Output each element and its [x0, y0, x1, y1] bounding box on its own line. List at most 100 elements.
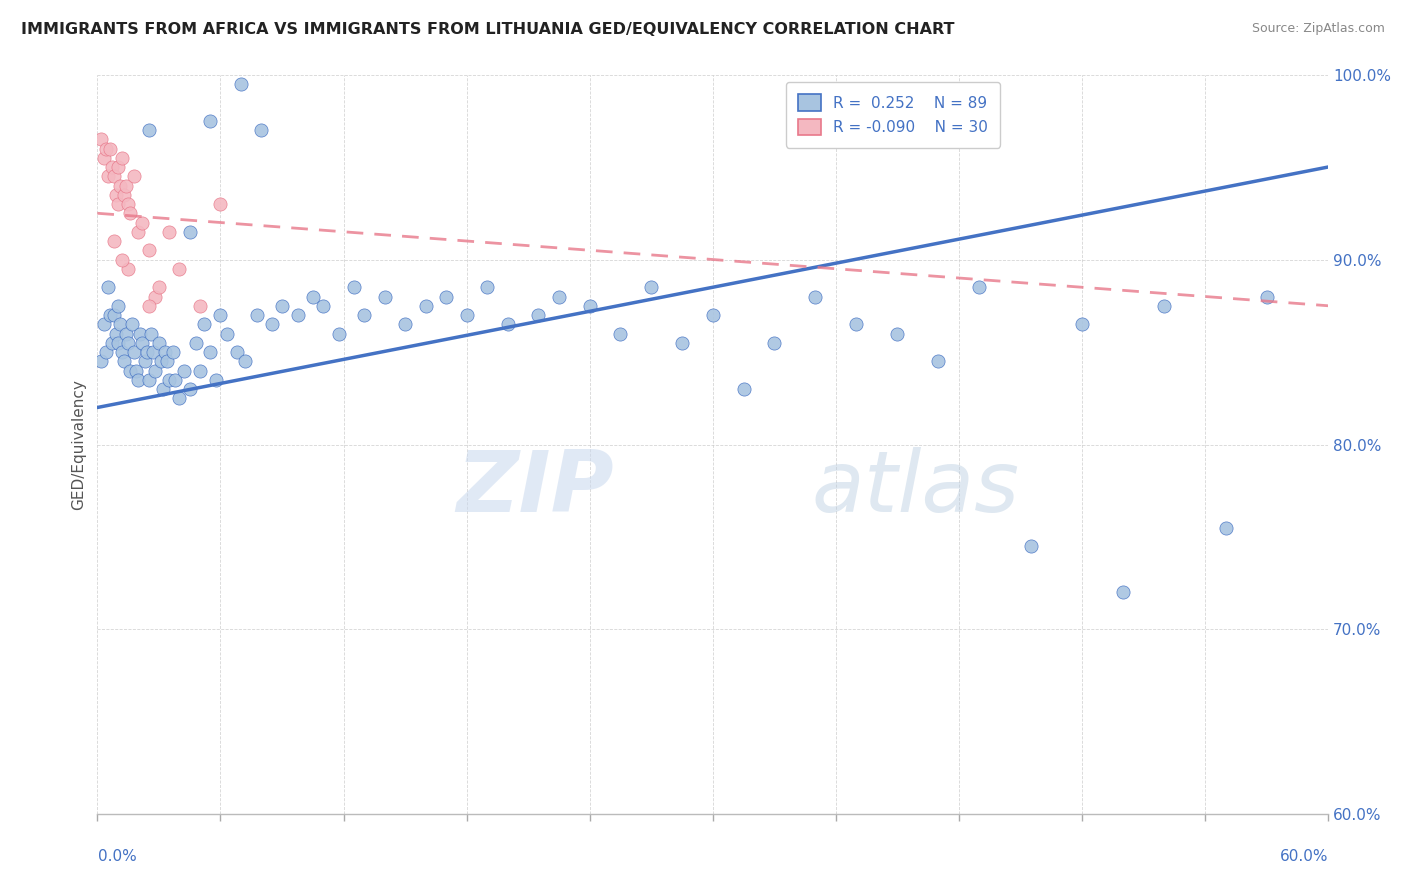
- Point: [120, 363, 142, 377]
- Point: [209, 308, 232, 322]
- Point: [148, 280, 170, 294]
- Text: IMMIGRANTS FROM AFRICA VS IMMIGRANTS FROM LITHUANIA GED/EQUIVALENCY CORRELATION : IMMIGRANTS FROM AFRICA VS IMMIGRANTS FRO…: [21, 22, 955, 37]
- Point: [112, 354, 135, 368]
- Point: [162, 345, 184, 359]
- Point: [229, 77, 252, 91]
- Point: [845, 318, 868, 332]
- Text: ZIP: ZIP: [457, 448, 614, 531]
- Point: [225, 345, 247, 359]
- Point: [121, 318, 143, 332]
- Point: [246, 308, 269, 322]
- Point: [138, 123, 160, 137]
- Point: [98, 141, 121, 155]
- Point: [804, 289, 827, 303]
- Point: [135, 345, 157, 359]
- Point: [640, 280, 662, 294]
- Point: [193, 318, 215, 332]
- Point: [733, 382, 755, 396]
- Point: [609, 326, 631, 341]
- Point: [107, 335, 129, 350]
- Point: [353, 308, 375, 322]
- Point: [394, 318, 416, 332]
- Point: [104, 326, 127, 341]
- Point: [142, 345, 165, 359]
- Point: [969, 280, 991, 294]
- Point: [115, 178, 138, 193]
- Point: [250, 123, 273, 137]
- Point: [157, 373, 180, 387]
- Point: [157, 225, 180, 239]
- Point: [98, 308, 121, 322]
- Point: [111, 345, 134, 359]
- Point: [90, 354, 112, 368]
- Point: [156, 354, 179, 368]
- Point: [125, 363, 148, 377]
- Point: [134, 354, 156, 368]
- Point: [215, 326, 238, 341]
- Point: [179, 225, 201, 239]
- Point: [100, 160, 122, 174]
- Point: [103, 169, 125, 184]
- Point: [107, 299, 129, 313]
- Point: [117, 335, 139, 350]
- Point: [312, 299, 335, 313]
- Point: [496, 318, 519, 332]
- Point: [117, 197, 139, 211]
- Text: atlas: atlas: [811, 448, 1019, 531]
- Point: [1215, 521, 1237, 535]
- Point: [927, 354, 949, 368]
- Point: [198, 345, 221, 359]
- Text: 0.0%: 0.0%: [98, 849, 138, 863]
- Point: [103, 308, 125, 322]
- Point: [148, 335, 170, 350]
- Point: [107, 197, 129, 211]
- Point: [90, 132, 112, 146]
- Point: [129, 326, 152, 341]
- Point: [107, 160, 129, 174]
- Legend: R =  0.252    N = 89, R = -0.090    N = 30: R = 0.252 N = 89, R = -0.090 N = 30: [786, 82, 1001, 147]
- Point: [301, 289, 323, 303]
- Point: [373, 289, 395, 303]
- Point: [115, 326, 138, 341]
- Point: [104, 187, 127, 202]
- Point: [143, 363, 166, 377]
- Point: [131, 335, 153, 350]
- Point: [124, 345, 146, 359]
- Point: [152, 382, 174, 396]
- Point: [111, 252, 134, 267]
- Point: [1112, 585, 1135, 599]
- Point: [287, 308, 309, 322]
- Point: [93, 318, 115, 332]
- Text: 60.0%: 60.0%: [1281, 849, 1329, 863]
- Y-axis label: GED/Equivalency: GED/Equivalency: [72, 379, 86, 510]
- Point: [94, 141, 117, 155]
- Point: [1153, 299, 1175, 313]
- Point: [1256, 289, 1278, 303]
- Point: [233, 354, 256, 368]
- Point: [138, 299, 160, 313]
- Point: [548, 289, 571, 303]
- Point: [97, 169, 120, 184]
- Point: [763, 335, 786, 350]
- Point: [169, 261, 191, 276]
- Point: [97, 280, 120, 294]
- Point: [527, 308, 550, 322]
- Point: [173, 363, 195, 377]
- Point: [260, 318, 283, 332]
- Point: [127, 373, 149, 387]
- Point: [1019, 539, 1042, 553]
- Point: [112, 187, 135, 202]
- Point: [153, 345, 176, 359]
- Point: [188, 363, 211, 377]
- Point: [138, 373, 160, 387]
- Point: [103, 234, 125, 248]
- Point: [117, 261, 139, 276]
- Point: [169, 391, 191, 405]
- Point: [415, 299, 437, 313]
- Point: [702, 308, 724, 322]
- Point: [343, 280, 366, 294]
- Point: [271, 299, 294, 313]
- Point: [671, 335, 693, 350]
- Point: [139, 326, 162, 341]
- Point: [149, 354, 172, 368]
